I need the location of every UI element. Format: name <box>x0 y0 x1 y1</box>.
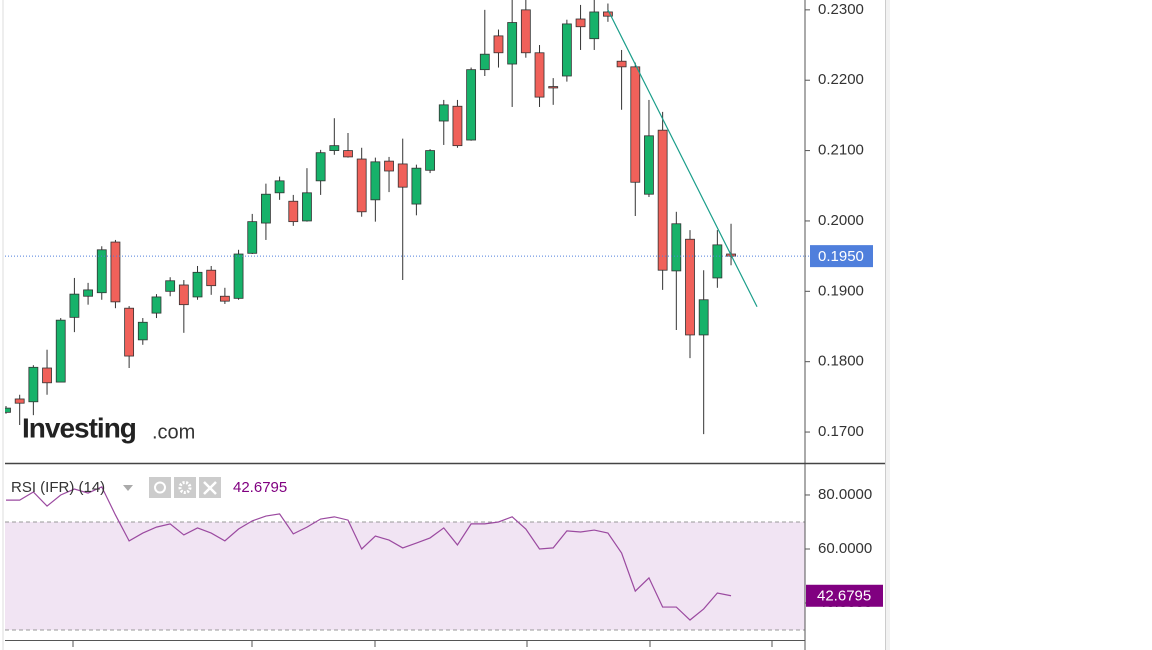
candle-body <box>356 158 367 213</box>
candle-body <box>534 52 545 98</box>
settings-icon[interactable] <box>174 477 196 498</box>
y-tick-label: 0.1700 <box>818 423 864 440</box>
candle-body <box>233 253 244 299</box>
rsi-value: 42.6795 <box>233 479 287 496</box>
candle-body <box>247 221 258 254</box>
eye <box>154 481 166 494</box>
logo-suffix: .com <box>152 421 195 443</box>
y-tick-label: 60.0000 <box>818 540 872 557</box>
candle-body <box>438 104 449 122</box>
candle-body <box>192 271 203 298</box>
y-tick-label: 80.0000 <box>818 486 872 503</box>
candle-body <box>603 11 613 17</box>
candle-body <box>548 86 559 89</box>
candle-body <box>261 193 271 224</box>
candle-body <box>343 150 353 158</box>
candle-body <box>288 200 299 223</box>
candle-body <box>452 105 463 147</box>
gear <box>178 481 192 494</box>
current-price-label: 0.1950 <box>818 248 864 265</box>
rsi-value-label: 42.6795 <box>817 588 871 605</box>
candle-body <box>219 295 230 302</box>
rsi-line <box>6 486 732 621</box>
candle-body <box>384 160 394 172</box>
candle-body <box>698 299 709 336</box>
candle-body <box>466 69 477 141</box>
candle-body <box>55 319 66 383</box>
visibility-icon[interactable] <box>149 477 171 498</box>
candle-body <box>42 367 52 384</box>
candle-body <box>712 244 723 279</box>
candle-body <box>151 296 162 314</box>
current-price-box <box>810 245 873 268</box>
candle-body <box>685 238 695 336</box>
rsi-value-box <box>806 584 883 607</box>
candle-body <box>165 280 176 292</box>
candle-body <box>630 66 641 183</box>
candle-body <box>137 321 148 341</box>
x-ticks <box>72 640 773 647</box>
candle-body <box>657 129 668 271</box>
candle-body <box>124 307 135 357</box>
logo: Investing .com <box>22 412 195 443</box>
axis-layer: 0.1700 0.1800 0.1900 0.2000 0.2100 0.2200 0.23… <box>805 1 883 611</box>
candle-body <box>83 289 93 297</box>
y-tick-label: 0.1800 <box>818 353 864 370</box>
dropdown-arrow[interactable] <box>123 485 133 491</box>
candle-body <box>28 366 39 403</box>
candle-body <box>520 9 531 54</box>
y-tick-label: 0.2100 <box>818 142 864 159</box>
candle-body <box>329 145 340 151</box>
candle-body <box>96 249 107 294</box>
trendline <box>607 9 758 308</box>
candle-body <box>14 398 25 404</box>
cross <box>203 481 217 495</box>
candle-body <box>575 18 586 28</box>
candle-body <box>370 161 381 201</box>
candle-body <box>479 53 490 71</box>
candle-body <box>69 293 80 318</box>
candle-body <box>493 35 504 54</box>
candle-body <box>110 241 121 303</box>
candle-body <box>671 223 682 272</box>
candle-body <box>206 269 217 287</box>
rsi-title: RSI (IFR) (14) <box>11 479 105 496</box>
rsi-panel <box>5 486 805 631</box>
y-tick-label: 0.2200 <box>818 71 864 88</box>
candle-body <box>397 163 408 188</box>
rsi-band <box>5 521 805 631</box>
y-tick-label: 0.2300 <box>818 1 864 18</box>
candle-body <box>644 135 654 195</box>
candle-body <box>302 192 312 222</box>
y-tick-label: 0.2000 <box>818 212 864 229</box>
candle-body <box>5 407 11 413</box>
price-panel <box>5 0 805 435</box>
candle-body <box>178 284 189 306</box>
logo-name: Investing <box>22 412 136 443</box>
candle-body <box>411 167 422 205</box>
candle-body <box>315 152 326 182</box>
candle-body <box>274 180 285 194</box>
candle-body <box>589 11 600 40</box>
candle-body <box>616 60 627 68</box>
candle-body <box>425 150 435 171</box>
indicator-icons <box>149 477 221 498</box>
candle-body <box>561 23 572 77</box>
y-tick-label: 0.1900 <box>818 282 864 299</box>
scroll-gutter <box>886 0 890 650</box>
candle-body <box>507 22 518 65</box>
